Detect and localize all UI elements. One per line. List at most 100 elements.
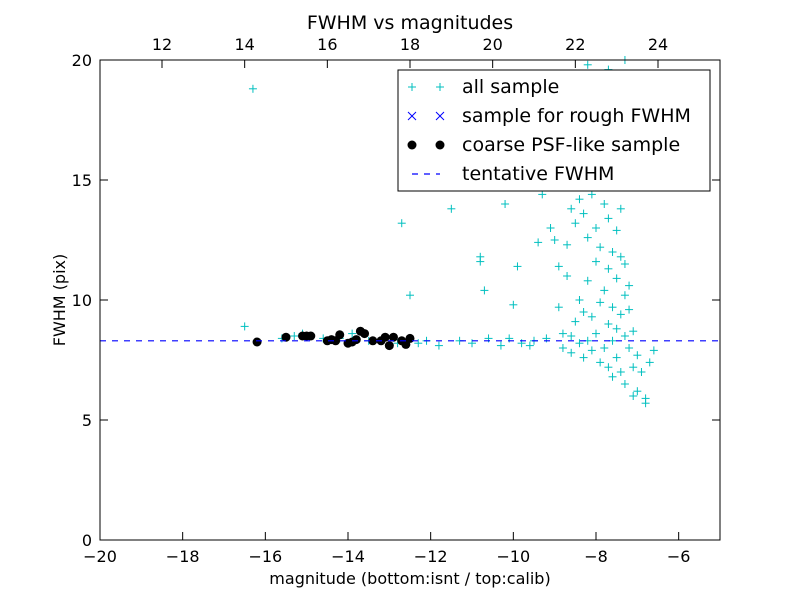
sample-point (600, 200, 609, 208)
sample-point (608, 372, 617, 381)
y-tick-label: 20 (72, 51, 92, 70)
sample-point (616, 368, 625, 376)
sample-point (587, 346, 596, 355)
sample-point (563, 240, 572, 249)
y-axis-label: FWHM (pix) (50, 254, 69, 347)
sample-point (616, 252, 625, 261)
sample-point (620, 332, 629, 340)
sample-point (629, 363, 638, 372)
sample-point (501, 200, 510, 208)
top-tick-label: 14 (234, 35, 254, 54)
sample-point (612, 274, 621, 283)
legend-swatch (435, 111, 445, 121)
x-tick-label: −12 (414, 547, 448, 566)
sample-point (583, 233, 592, 242)
sample-point (575, 339, 584, 348)
sample-point (546, 224, 555, 232)
sample-point (629, 327, 638, 336)
sample-point (558, 329, 567, 338)
sample-point (571, 317, 580, 326)
psf-point (326, 335, 336, 345)
x-tick-label: −18 (166, 547, 200, 566)
top-tick-label: 12 (152, 35, 172, 54)
sample-point (612, 226, 621, 235)
psf-point (281, 332, 291, 342)
sample-point (538, 190, 547, 199)
sample-point (583, 276, 592, 285)
legend-swatch (435, 140, 445, 150)
sample-point (616, 204, 625, 213)
x-axis-bottom: −20 −18 −16 −14 −12 −10 −8 −6 (83, 532, 690, 566)
sample-point (625, 281, 634, 290)
psf-point (335, 330, 345, 340)
sample-point (480, 286, 489, 295)
psf-point (384, 341, 394, 351)
sample-point (633, 351, 642, 360)
sample-point (348, 329, 357, 338)
sample-point (645, 358, 654, 367)
sample-point (612, 353, 621, 362)
top-tick-label: 20 (482, 35, 502, 54)
legend: all sample sample for rough FWHM coarse PS… (397, 69, 711, 192)
sample-point (447, 204, 456, 213)
sample-point (571, 219, 580, 228)
sample-point (513, 262, 522, 271)
sample-point (649, 346, 658, 355)
sample-point (641, 399, 650, 408)
sample-point (620, 380, 629, 388)
sample-point (575, 296, 584, 304)
sample-point (629, 392, 638, 400)
legend-swatch (407, 111, 417, 121)
legend-swatch (436, 83, 444, 91)
psf-point (306, 331, 316, 341)
sample-point (620, 291, 629, 300)
x-axis-top: 12 14 16 18 20 22 24 (152, 35, 668, 68)
top-tick-label: 22 (565, 35, 585, 54)
sample-point (575, 195, 584, 204)
sample-point (414, 339, 423, 348)
data-points (240, 56, 658, 408)
sample-point (600, 344, 609, 352)
x-tick-label: −6 (667, 547, 691, 566)
sample-point (637, 368, 646, 376)
y-tick-label: 15 (72, 171, 92, 190)
y-tick-label: 0 (82, 531, 92, 550)
top-tick-label: 16 (317, 35, 337, 54)
psf-point (252, 337, 262, 347)
sample-point (476, 252, 485, 261)
x-tick-label: −20 (83, 547, 117, 566)
sample-point (563, 272, 572, 280)
sample-point (620, 260, 629, 268)
x-tick-label: −14 (331, 547, 365, 566)
sample-point (534, 238, 543, 247)
sample-point (496, 341, 505, 350)
sample-point (406, 291, 414, 300)
sample-point (248, 84, 257, 93)
sample-point (567, 204, 576, 213)
top-tick-label: 18 (400, 35, 420, 54)
sample-point (596, 243, 605, 252)
x-tick-label: −8 (584, 547, 608, 566)
psf-point (360, 329, 370, 339)
sample-point (604, 363, 613, 372)
sample-point (587, 312, 596, 321)
legend-item: coarse PSF-like sample (407, 134, 680, 156)
sample-point (592, 224, 600, 232)
sample-point (397, 219, 406, 228)
sample-point (604, 320, 613, 328)
y-axis: 0 5 10 15 20 (72, 51, 720, 550)
x-tick-label: −16 (248, 547, 282, 566)
sample-point (579, 308, 588, 316)
sample-point (567, 332, 576, 340)
psf-point (368, 336, 378, 346)
legend-item: sample for rough FWHM (407, 105, 691, 127)
psf-point (298, 331, 308, 341)
top-tick-label: 24 (648, 35, 668, 54)
y-tick-label: 5 (82, 411, 92, 430)
legend-label: all sample (462, 76, 559, 98)
sample-point (608, 303, 617, 312)
sample-point (592, 257, 600, 266)
sample-point (596, 358, 605, 367)
chart-title: FWHM vs magnitudes (307, 12, 513, 34)
sample-point (525, 341, 534, 350)
